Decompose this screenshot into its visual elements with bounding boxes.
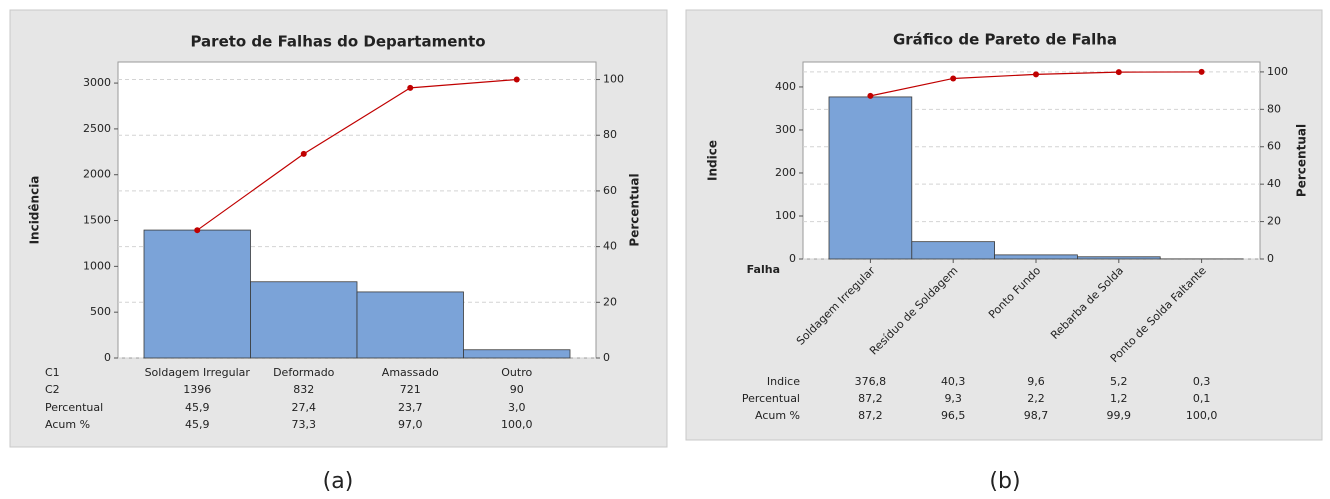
table-value: 90	[510, 383, 524, 396]
bar	[250, 281, 358, 359]
table-value: 98,7	[1024, 409, 1049, 422]
table-value: 832	[293, 383, 314, 396]
bar	[143, 229, 251, 359]
y-tick-label: 2000	[83, 168, 111, 181]
y2-tick-label: 80	[603, 128, 617, 141]
table-value: 100,0	[1186, 409, 1218, 422]
table-value: 3,0	[508, 401, 526, 414]
y2-tick-label: 80	[1267, 102, 1281, 115]
table-value: 376,8	[855, 375, 887, 388]
y-tick-label: 1500	[83, 214, 111, 227]
table-value: 5,2	[1110, 375, 1128, 388]
y-tick-label: 500	[90, 305, 111, 318]
table-value: 96,5	[941, 409, 966, 422]
cumulative-line	[196, 78, 517, 231]
y-tick-label: 300	[775, 123, 796, 136]
cumulative-point	[1115, 69, 1122, 76]
y2-tick-label: 20	[603, 295, 617, 308]
axis-label: Percentual	[1295, 124, 1309, 197]
table-value: 23,7	[398, 401, 423, 414]
y-tick-label: 3000	[83, 76, 111, 89]
cumulative-point	[1198, 68, 1205, 75]
table-value: 100,0	[501, 418, 533, 431]
axis-label: Percentual	[628, 173, 642, 246]
table-value: 40,3	[941, 375, 966, 388]
y2-tick-label: 60	[603, 184, 617, 197]
cumulative-point	[867, 92, 874, 99]
cumulative-point	[407, 84, 414, 91]
table-row-label: C1	[45, 366, 60, 379]
x-tick-label: Soldagem Irregular	[145, 366, 251, 379]
chart-title: Gráfico de Pareto de Falha	[893, 31, 1117, 49]
caption: (a)	[323, 469, 354, 494]
x-tick-label: Outro	[501, 366, 532, 379]
table-value: 45,9	[185, 401, 210, 414]
axis-label: Incidência	[28, 176, 42, 245]
bar	[463, 349, 571, 359]
y-tick-label: 0	[789, 252, 796, 265]
bar	[911, 241, 995, 260]
table-value: 9,3	[944, 392, 962, 405]
caption: (b)	[989, 469, 1020, 494]
bar	[1077, 256, 1161, 260]
table-value: 9,6	[1027, 375, 1045, 388]
bar	[828, 96, 913, 260]
cumulative-point	[950, 75, 957, 82]
table-value: 45,9	[185, 418, 210, 431]
y-tick-label: 0	[104, 351, 111, 364]
table-value: 1396	[183, 383, 211, 396]
x-tick-label: Deformado	[273, 366, 335, 379]
cumulative-point	[1033, 71, 1039, 78]
bar	[994, 254, 1078, 260]
table-row-label: Percentual	[45, 401, 103, 414]
y-tick-label: 1000	[83, 259, 111, 272]
y-tick-label: 200	[775, 166, 796, 179]
table-row-label: Acum %	[755, 409, 800, 422]
y2-tick-label: 40	[603, 240, 617, 253]
cumulative-point	[513, 76, 520, 83]
axis-label: Indice	[706, 140, 720, 181]
y2-tick-label: 20	[1267, 215, 1281, 228]
y-tick-label: 400	[775, 80, 796, 93]
x-tick-label: Amassado	[382, 366, 439, 379]
table-value: 0,1	[1193, 392, 1211, 405]
table-value: 27,4	[292, 401, 317, 414]
table-value: 99,9	[1107, 409, 1132, 422]
table-row-label: Acum %	[45, 418, 90, 431]
chart-title: Pareto de Falhas do Departamento	[190, 33, 485, 51]
y2-tick-label: 0	[1267, 252, 1274, 265]
table-row-label: Percentual	[742, 392, 800, 405]
table-value: 87,2	[858, 392, 883, 405]
table-value: 87,2	[858, 409, 883, 422]
table-value: 73,3	[292, 418, 317, 431]
table-row-label: Indice	[767, 375, 800, 388]
table-value: 721	[400, 383, 421, 396]
y-tick-label: 2500	[83, 122, 111, 135]
y2-tick-label: 40	[1267, 177, 1281, 190]
y2-tick-label: 0	[603, 351, 610, 364]
table-row-label: C2	[45, 383, 60, 396]
y2-tick-label: 60	[1267, 140, 1281, 153]
y2-tick-label: 100	[603, 73, 624, 86]
cumulative-point	[194, 227, 201, 234]
table-value: 0,3	[1193, 375, 1211, 388]
y2-tick-label: 100	[1267, 65, 1288, 78]
category-label: Falha	[747, 263, 780, 276]
y-tick-label: 100	[775, 209, 796, 222]
cumulative-point	[300, 150, 307, 157]
table-value: 2,2	[1027, 392, 1045, 405]
table-value: 97,0	[398, 418, 423, 431]
table-value: 1,2	[1110, 392, 1128, 405]
bar	[356, 291, 464, 359]
